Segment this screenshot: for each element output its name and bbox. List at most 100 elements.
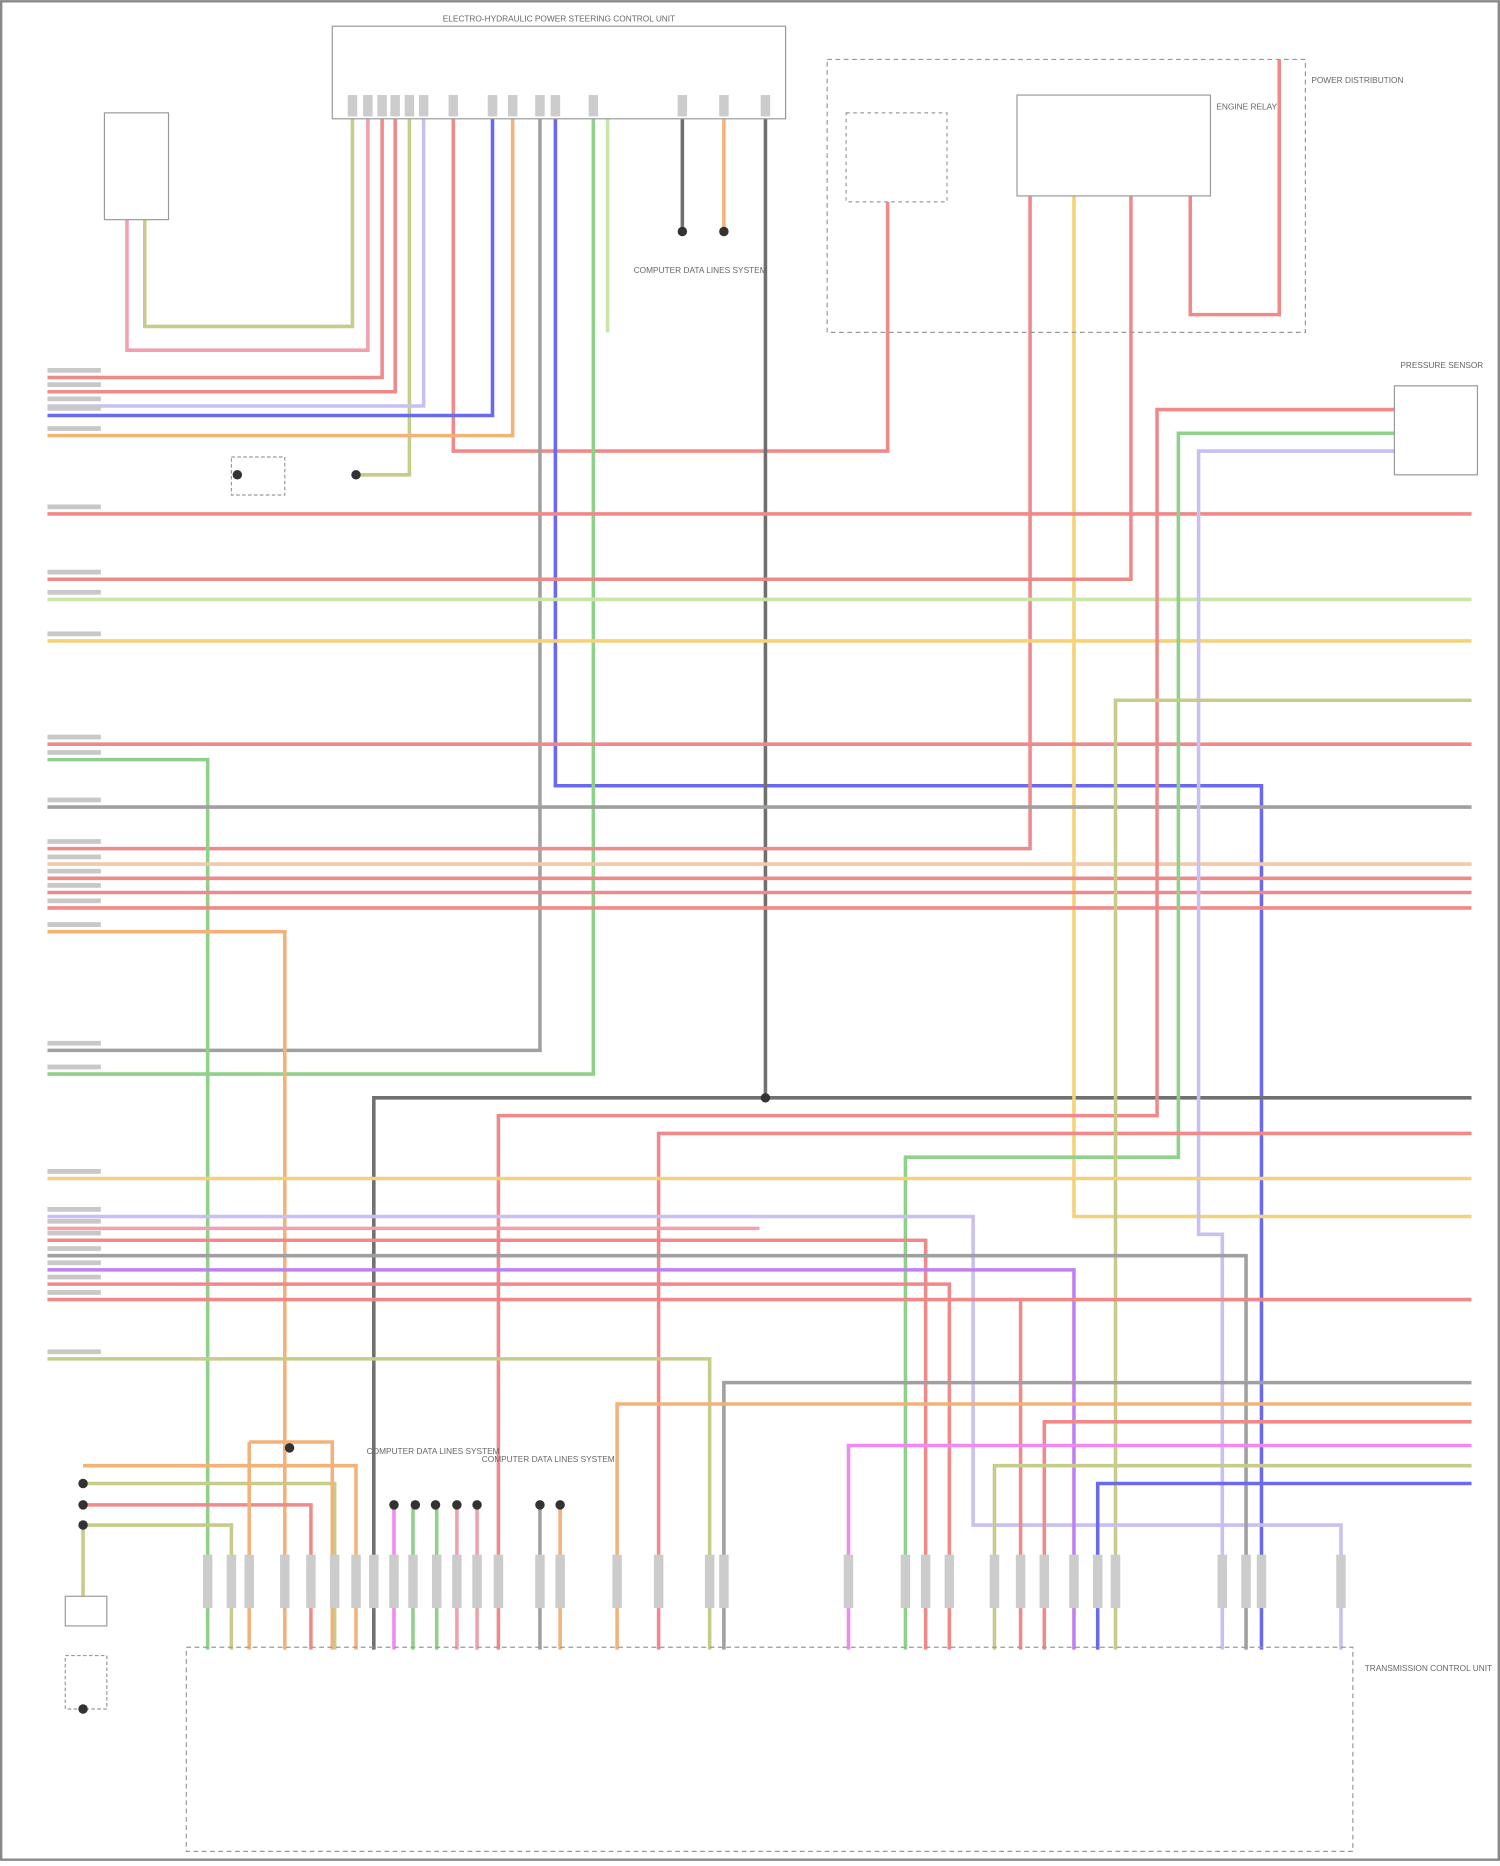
connector-pin xyxy=(306,1554,316,1609)
fuse-box xyxy=(845,112,948,203)
wire-blue xyxy=(47,118,495,418)
wire-label-mark xyxy=(47,1218,101,1224)
connector-pin xyxy=(677,95,688,117)
connector-pin xyxy=(719,95,729,117)
power-distribution-label: POWER DISTRIBUTION xyxy=(1311,75,1403,85)
wire-red xyxy=(47,195,1133,582)
connector-pin xyxy=(535,95,545,117)
connector-pin xyxy=(329,1554,340,1609)
connector-pin xyxy=(900,1554,911,1609)
wire-red xyxy=(656,1131,1472,1650)
connector-pin xyxy=(704,1554,715,1609)
wire-label-mark xyxy=(47,368,101,373)
wire-label-mark xyxy=(47,1207,101,1212)
connector-pin xyxy=(347,95,358,117)
data-lines-label-top: COMPUTER DATA LINES SYSTEM xyxy=(634,265,767,275)
connector-pin xyxy=(280,1554,290,1609)
wire-label-mark xyxy=(47,569,101,575)
engine-relay-box xyxy=(1016,94,1212,197)
connector-pin xyxy=(843,1554,854,1609)
wire-label-mark xyxy=(47,426,101,431)
engine-relay-label: ENGINE RELAY xyxy=(1216,101,1277,111)
wire-label-mark xyxy=(47,750,101,755)
wire-label-mark xyxy=(47,1349,101,1355)
wire-label-mark xyxy=(47,898,101,904)
wire-label-mark xyxy=(47,1260,101,1266)
connector-pin xyxy=(507,95,518,117)
wire-lavender xyxy=(1196,449,1395,1650)
wire-label-mark xyxy=(47,1274,101,1280)
connector-pin xyxy=(452,1554,462,1609)
wire-olive xyxy=(47,1357,712,1650)
splice-dot xyxy=(535,1500,545,1510)
wire-red xyxy=(47,1238,928,1650)
connector-pin xyxy=(588,95,599,117)
splice-dot xyxy=(472,1500,482,1510)
connector-pin xyxy=(1217,1554,1228,1609)
splice-dot xyxy=(430,1500,441,1510)
connector-pin xyxy=(1015,1554,1026,1609)
wire-label-mark xyxy=(47,396,101,402)
connector-pin xyxy=(431,1554,442,1609)
splice-dot xyxy=(284,1443,295,1453)
transmission-control-unit-label: TRANSMISSION CONTROL UNIT xyxy=(1365,1663,1492,1673)
connector-pin xyxy=(1241,1554,1251,1609)
wire-lavender xyxy=(47,118,426,408)
connector-pin xyxy=(226,1554,237,1609)
connector-pin xyxy=(550,95,561,117)
top-left-component-box xyxy=(103,112,170,221)
wire-label-mark xyxy=(47,382,101,387)
data-lines-label-bottom-1: COMPUTER DATA LINES SYSTEM xyxy=(367,1446,500,1456)
splice-dot xyxy=(719,226,729,237)
connector-pin xyxy=(555,1554,565,1609)
connector-pin xyxy=(612,1554,622,1609)
connector-pin xyxy=(369,1554,379,1609)
connector-pin xyxy=(535,1554,545,1609)
splice-dot xyxy=(677,226,688,237)
wire-green xyxy=(47,757,210,1650)
wire-red xyxy=(451,118,890,453)
data-lines-label-bottom-2: COMPUTER DATA LINES SYSTEM xyxy=(482,1454,615,1464)
wire-olive xyxy=(142,118,355,329)
connector-pin xyxy=(1256,1554,1267,1609)
wire-label-mark xyxy=(47,405,101,411)
connector-pin xyxy=(487,95,498,117)
wire-label-mark xyxy=(47,883,101,888)
connector-pin xyxy=(920,1554,931,1609)
wire-label-mark xyxy=(47,734,101,740)
connector-pin xyxy=(1110,1554,1121,1609)
connector-pin xyxy=(1039,1554,1050,1609)
wire-red xyxy=(47,118,384,380)
wire-red xyxy=(1188,59,1282,317)
connector-pin xyxy=(989,1554,1000,1609)
wire-gray xyxy=(47,118,542,1053)
wire-label-mark xyxy=(47,589,101,595)
connector-pin xyxy=(408,1554,418,1609)
connector-pin xyxy=(1092,1554,1103,1609)
splice-dot xyxy=(760,1093,771,1103)
wire-label-mark xyxy=(47,1064,101,1070)
connector-pin xyxy=(760,95,771,117)
marks xyxy=(47,95,1346,1714)
wire-red xyxy=(47,118,397,394)
wires xyxy=(47,59,1472,1650)
connector-pin xyxy=(244,1554,254,1609)
pressure-sensor-label: PRESSURE SENSOR xyxy=(1400,360,1483,370)
splice-dot xyxy=(351,470,361,480)
wire-pink xyxy=(125,118,370,352)
splice-dot xyxy=(232,470,243,480)
wire-gray xyxy=(47,1253,1248,1650)
splice-dot xyxy=(555,1500,565,1510)
splice-dot xyxy=(452,1500,462,1510)
wire-label-mark xyxy=(47,1169,101,1174)
wire-label-mark xyxy=(47,1246,101,1251)
connector-pin xyxy=(363,95,373,117)
wire-label-mark xyxy=(47,922,101,927)
connector-pin xyxy=(944,1554,955,1609)
wire-label-mark xyxy=(47,1230,101,1236)
wire-label-mark xyxy=(47,1040,101,1046)
wire-orange xyxy=(47,118,515,438)
connector-pin xyxy=(202,1554,213,1609)
